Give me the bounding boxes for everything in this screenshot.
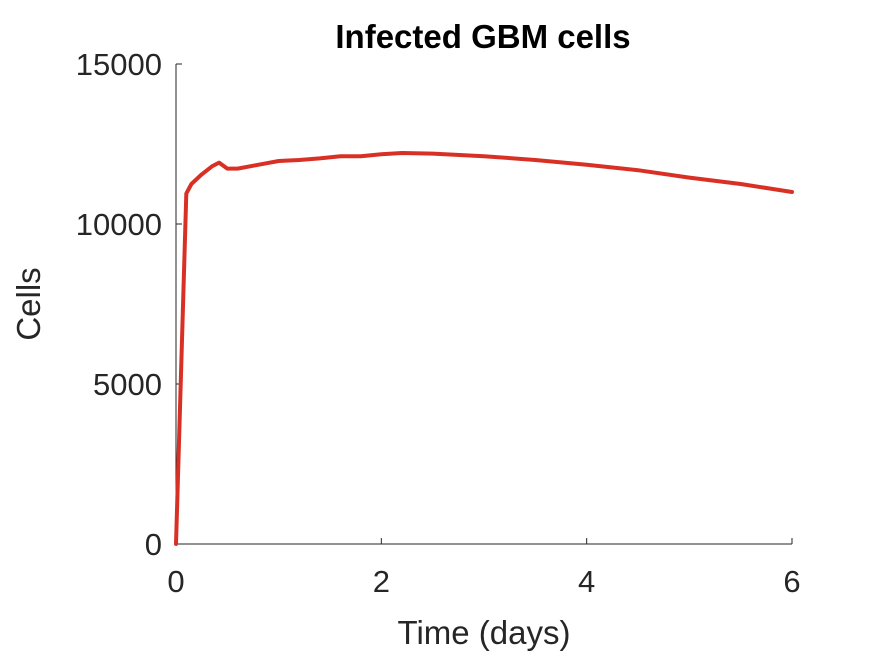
x-tick-label: 0	[167, 564, 184, 599]
y-tick-label: 10000	[76, 207, 162, 242]
y-axis-label: Cells	[10, 267, 47, 340]
chart-title: Infected GBM cells	[335, 18, 630, 55]
plot-area: 0 2 4 6 0 5000 10000 15000	[76, 47, 801, 599]
y-tick-label: 0	[145, 527, 162, 562]
x-tick-label: 6	[783, 564, 800, 599]
x-axis-ticks: 0 2 4 6	[167, 538, 801, 599]
y-axis-ticks: 0 5000 10000 15000	[76, 47, 182, 562]
series-layer	[174, 151, 794, 546]
x-axis-label: Time (days)	[398, 614, 571, 651]
y-tick-label: 15000	[76, 47, 162, 82]
series-line-0	[174, 151, 794, 546]
x-tick-label: 4	[578, 564, 595, 599]
y-tick-label: 5000	[93, 367, 162, 402]
x-tick-label: 2	[373, 564, 390, 599]
